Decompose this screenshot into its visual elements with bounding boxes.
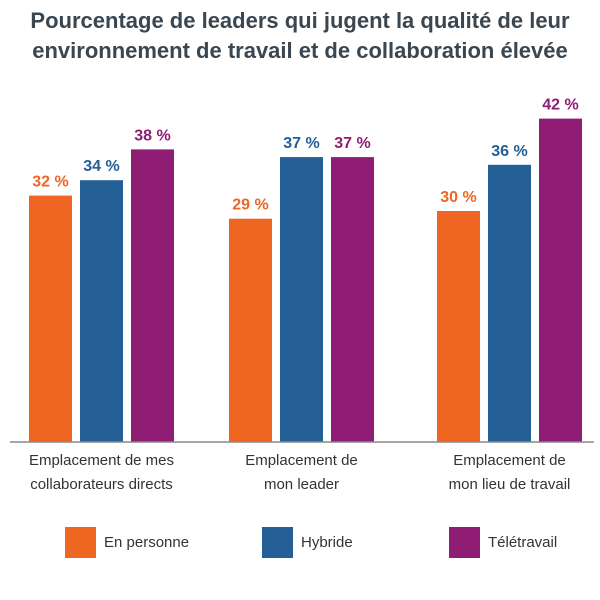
chart-legend: En personne Hybride Télétravail xyxy=(0,527,600,563)
data-label-3-2: 37 % xyxy=(334,135,370,152)
legend-swatch-teletravail xyxy=(449,527,480,558)
bar-1-1 xyxy=(29,195,72,442)
legend-swatch-hybride xyxy=(262,527,293,558)
data-label-3-1: 38 % xyxy=(134,127,170,144)
category-label-1-line-1: Emplacement de mes xyxy=(29,452,174,469)
chart-title-line1: Pourcentage de leaders qui jugent la qua… xyxy=(30,8,570,33)
category-label-2-line-1: Emplacement de xyxy=(245,452,358,469)
chart-title-line2: environnement de travail et de collabora… xyxy=(32,38,568,63)
category-label-2-line-2: mon leader xyxy=(264,476,339,493)
bar-2-1 xyxy=(80,180,123,442)
data-label-2-2: 37 % xyxy=(283,135,319,152)
legend-item-hybride: Hybride xyxy=(262,527,353,558)
category-label-3-line-1: Emplacement de xyxy=(453,452,566,469)
chart-title: Pourcentage de leaders qui jugent la qua… xyxy=(0,6,600,66)
data-label-2-1: 34 % xyxy=(83,158,119,175)
bar-3-2 xyxy=(331,157,374,442)
bar-1-3 xyxy=(437,211,480,442)
legend-label-en-personne: En personne xyxy=(104,534,190,551)
bar-chart: 32 % 29 % 30 % 34 % 37 % 36 % 38 % 37 % 42 % Empl… xyxy=(10,97,594,493)
bar-3-1 xyxy=(131,149,174,442)
legend-item-en-personne: En personne xyxy=(65,527,189,558)
data-label-1-3: 30 % xyxy=(440,189,476,206)
category-label-1-line-2: collaborateurs directs xyxy=(30,476,173,493)
bar-2-2 xyxy=(280,157,323,442)
bar-1-2 xyxy=(229,218,272,442)
bar-2-3 xyxy=(488,164,531,443)
legend-label-hybride: Hybride xyxy=(301,534,353,551)
legend-item-teletravail: Télétravail xyxy=(449,527,557,558)
data-label-1-2: 29 % xyxy=(232,197,268,214)
legend-label-teletravail: Télétravail xyxy=(488,534,558,551)
category-label-3-line-2: mon lieu de travail xyxy=(449,476,571,493)
bar-3-3 xyxy=(539,118,582,442)
data-label-1-1: 32 % xyxy=(32,174,68,191)
data-label-3-3: 42 % xyxy=(542,97,578,114)
legend-swatch-en-personne xyxy=(65,527,96,558)
data-label-2-3: 36 % xyxy=(491,143,527,160)
